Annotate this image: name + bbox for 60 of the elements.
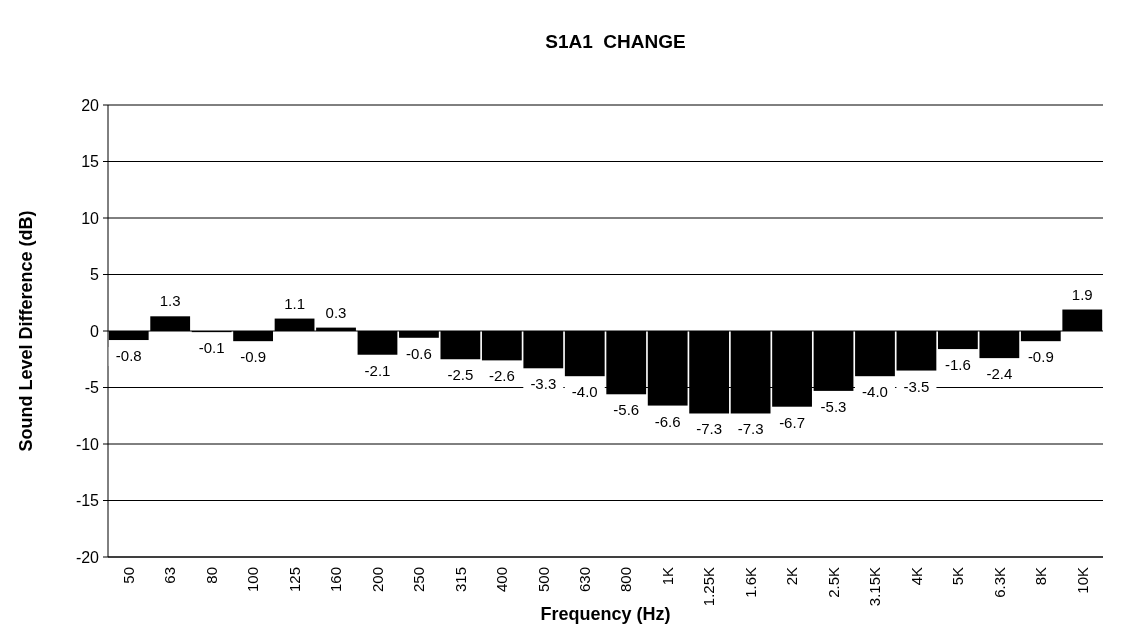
x-tick-label: 800 [617,567,635,593]
data-label: -0.9 [1027,348,1054,366]
data-label: -5.6 [613,401,640,419]
x-tick-label: 160 [327,567,345,593]
x-tick-label: 100 [244,567,262,593]
data-label: -0.6 [406,344,432,362]
data-label: -7.3 [696,420,723,438]
data-label: -1.6 [944,356,971,374]
y-tick-label: 0 [90,322,100,340]
data-label: 1.1 [284,294,305,312]
y-tick-label: 10 [81,209,100,227]
x-tick-label: 50 [119,567,137,584]
x-tick-label: 200 [368,567,386,593]
x-tick-label: 5K [949,567,967,586]
data-label: -2.1 [364,361,391,379]
data-label: -4.0 [571,383,598,401]
chart-title: S1A1 CHANGE [545,31,686,52]
data-label: -6.6 [654,412,681,430]
data-label: -3.3 [530,375,557,393]
x-tick-label: 630 [576,567,594,593]
x-axis-title: Frequency (Hz) [540,604,671,624]
y-tick-label: 15 [81,153,100,171]
data-label: -5.3 [820,397,847,415]
data-label: 1.3 [159,292,181,310]
x-tick-label: 1.25K [700,567,718,607]
y-tick-label: 5 [90,266,100,284]
y-tick-label: -15 [75,492,100,510]
x-tick-label: 400 [493,567,511,593]
x-tick-label: 2.5K [824,567,842,598]
data-label: -0.8 [115,347,142,365]
data-label: -2.4 [986,365,1013,383]
x-tick-label: 4K [907,567,925,586]
x-tick-label: 500 [534,567,552,593]
x-tick-label: 8K [1032,567,1050,586]
x-tick-label: 315 [451,567,469,593]
x-tick-label: 1K [658,567,676,586]
data-label: -6.7 [779,413,805,431]
data-label: -0.9 [240,348,267,366]
x-tick-label: 80 [202,567,220,584]
y-tick-label: -10 [75,435,100,453]
data-label: 1.9 [1071,285,1093,303]
data-label: -0.1 [198,339,225,357]
x-tick-label: 2K [783,567,801,586]
data-label: -2.6 [488,367,515,385]
y-tick-label: -5 [84,379,100,397]
x-tick-label: 63 [161,567,179,584]
data-label: -3.5 [903,377,930,395]
x-tick-label: 3.15K [866,567,884,607]
y-tick-label: 20 [81,96,100,114]
data-label: -2.5 [447,366,474,384]
y-tick-label: -20 [75,548,100,566]
x-tick-label: 1.6K [741,567,759,598]
x-tick-label: 10K [1073,567,1091,594]
x-tick-label: 250 [410,567,428,593]
data-label: 0.3 [325,303,347,321]
x-tick-label: 125 [285,567,303,593]
y-axis-title: Sound Level Difference (dB) [16,210,36,452]
data-label: -7.3 [737,420,764,438]
data-label: -4.0 [862,383,888,401]
x-tick-label: 6.3K [990,567,1008,598]
